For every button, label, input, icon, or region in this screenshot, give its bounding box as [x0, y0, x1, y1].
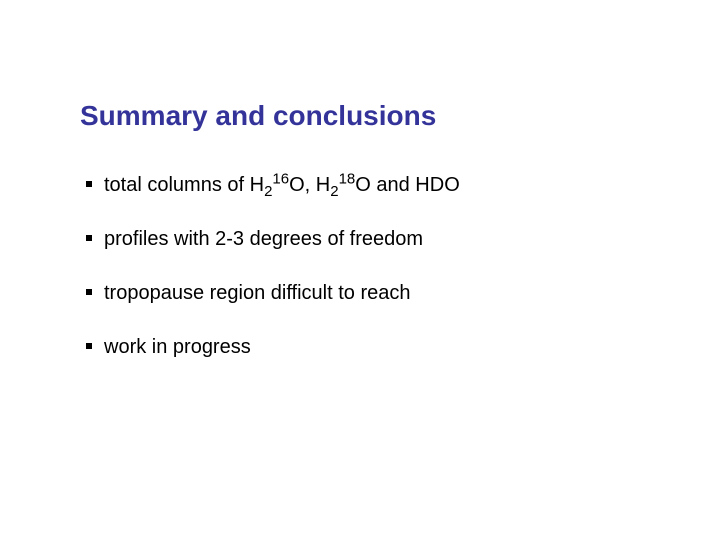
bullet-list: total columns of H216O, H218O and HDO pr…: [80, 172, 640, 360]
list-item: total columns of H216O, H218O and HDO: [80, 172, 640, 198]
text-segment: 18: [339, 170, 356, 187]
text-segment: O, H: [289, 174, 330, 196]
text-segment: 16: [272, 170, 289, 187]
text-segment: 2: [330, 183, 338, 200]
text-segment: work in progress: [104, 336, 251, 358]
text-segment: tropopause region difficult to reach: [104, 282, 411, 304]
list-item: profiles with 2-3 degrees of freedom: [80, 226, 640, 252]
slide: Summary and conclusions total columns of…: [0, 0, 720, 540]
text-segment: profiles with 2-3 degrees of freedom: [104, 228, 423, 250]
slide-title: Summary and conclusions: [80, 100, 640, 132]
list-item: tropopause region difficult to reach: [80, 280, 640, 306]
list-item: work in progress: [80, 334, 640, 360]
text-segment: O and HDO: [355, 174, 459, 196]
text-segment: total columns of H: [104, 174, 264, 196]
